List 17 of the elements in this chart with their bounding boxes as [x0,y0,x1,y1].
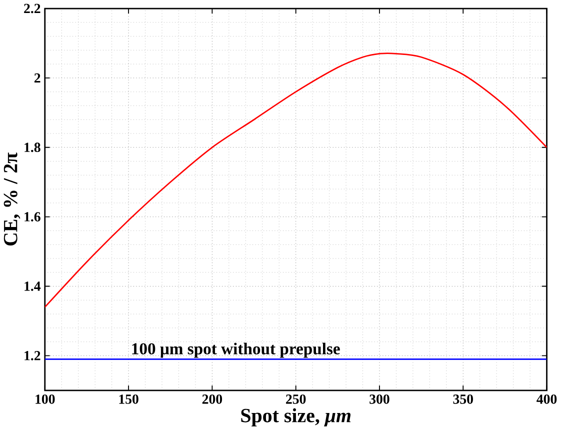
x-tick-label: 250 [286,394,306,404]
x-tick-label: 400 [536,394,557,404]
y-tick-label: 1.8 [24,142,40,152]
y-tick-label: 1.4 [24,281,41,291]
x-tick-label: 150 [119,394,138,404]
x-tick-label: 350 [453,394,473,404]
ref-line-label: 100 μm spot without prepulse [132,342,340,358]
x-tick-label: 100 [36,394,55,404]
y-axis-title: CE, % / 2π [4,152,20,246]
x-tick-label: 200 [202,394,222,404]
y-tick-label: 2.2 [24,4,40,14]
x-axis-title: Spot size, μm [241,408,351,426]
x-tick-label: 300 [370,394,390,404]
y-tick-label: 2 [34,73,40,82]
line-series [44,52,547,308]
y-tick-label: 1.6 [24,212,40,222]
y-tick-label: 1.2 [24,350,40,360]
